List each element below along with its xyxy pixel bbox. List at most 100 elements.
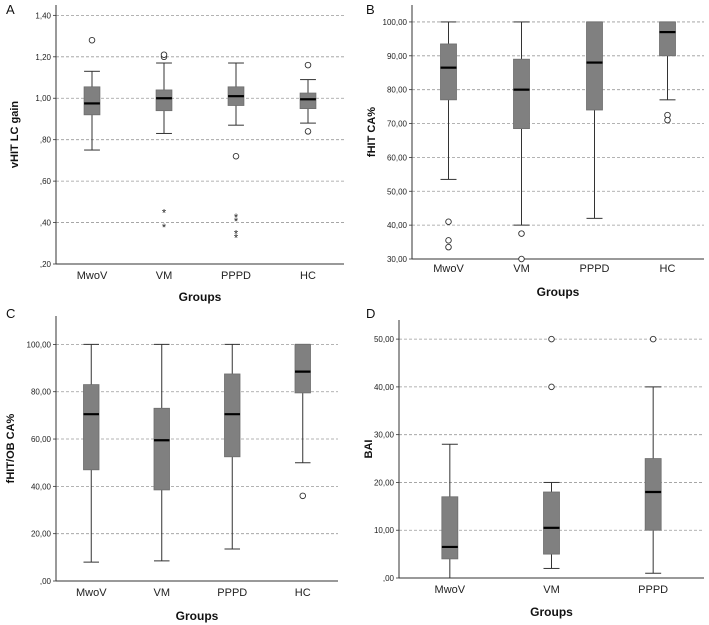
y-tick-label: 90,00 bbox=[387, 52, 408, 61]
category-label: VM bbox=[543, 584, 560, 596]
panel-label: B bbox=[366, 2, 375, 17]
outlier-point bbox=[88, 36, 96, 44]
y-tick-label: 40,00 bbox=[374, 383, 395, 392]
box-pppd bbox=[224, 343, 241, 550]
box-mwov bbox=[440, 21, 457, 251]
outlier-point bbox=[160, 51, 168, 58]
category-label: PPPD bbox=[638, 584, 668, 596]
iqr-box bbox=[153, 407, 170, 491]
outlier-point bbox=[445, 218, 452, 225]
box-vm bbox=[543, 335, 560, 569]
box-mwov bbox=[83, 343, 100, 563]
category-label: MwoV bbox=[433, 263, 464, 275]
y-tick-label: ,00 bbox=[383, 574, 395, 583]
iqr-box bbox=[294, 343, 311, 394]
y-tick-label: 1,40 bbox=[35, 11, 51, 20]
panel-d: D ,00 10,00 20,00 30,00 40,00 50,00 BAI Groups Mw… bbox=[363, 306, 704, 619]
y-tick-label: ,80 bbox=[40, 136, 52, 145]
outlier-point bbox=[518, 255, 525, 263]
iqr-box bbox=[83, 86, 101, 116]
iqr-box bbox=[543, 491, 560, 555]
x-axis-label: Groups bbox=[176, 609, 219, 623]
y-tick-label: 50,00 bbox=[374, 335, 395, 344]
box-vm bbox=[153, 343, 170, 562]
extreme-point: * bbox=[234, 216, 239, 228]
outlier-point bbox=[649, 335, 657, 343]
outlier-point bbox=[518, 230, 525, 237]
y-tick-label: 80,00 bbox=[387, 86, 408, 95]
panel-a: A ,20 ,40 ,60 ,80 1,00 1,20 1,40 vHIT LC gain Gro… bbox=[6, 2, 344, 304]
category-label: HC bbox=[300, 270, 316, 282]
box-mwov bbox=[441, 443, 459, 579]
outlier-point bbox=[304, 61, 312, 69]
extreme-point: * bbox=[234, 212, 239, 224]
box-mwov bbox=[83, 36, 101, 151]
y-axis-label: vHIT LC gain bbox=[9, 101, 21, 169]
outlier-point bbox=[548, 335, 555, 343]
category-label: PPPD bbox=[217, 587, 247, 599]
y-axis-label: fHIT CA% bbox=[366, 107, 378, 157]
y-tick-label: ,20 bbox=[40, 260, 52, 269]
iqr-box bbox=[441, 496, 459, 560]
box-hc bbox=[294, 343, 311, 500]
panel-label: A bbox=[6, 2, 15, 17]
category-label: VM bbox=[156, 270, 173, 282]
box-vm: ** bbox=[155, 51, 173, 234]
outlier-point bbox=[299, 492, 307, 500]
outlier-point bbox=[664, 116, 671, 124]
iqr-box bbox=[83, 384, 100, 471]
y-tick-label: 20,00 bbox=[374, 478, 395, 487]
y-tick-label: 70,00 bbox=[387, 120, 408, 129]
category-label: MwoV bbox=[435, 584, 466, 596]
x-axis-label: Groups bbox=[537, 285, 580, 299]
box-pppd: **** bbox=[227, 62, 245, 245]
y-tick-label: ,60 bbox=[40, 177, 52, 186]
box-pppd bbox=[586, 21, 603, 219]
outlier-point bbox=[548, 383, 555, 391]
category-label: VM bbox=[154, 587, 171, 599]
x-axis-label: Groups bbox=[179, 290, 222, 304]
y-tick-label: 40,00 bbox=[387, 221, 408, 230]
iqr-box bbox=[644, 458, 662, 531]
iqr-box bbox=[224, 373, 241, 458]
box-pppd bbox=[644, 335, 662, 574]
category-label: HC bbox=[660, 263, 676, 275]
y-axis-label: fHIT/OB CA% bbox=[5, 413, 17, 483]
category-label: PPPD bbox=[580, 263, 610, 275]
extreme-point: * bbox=[162, 222, 167, 234]
outlier-point bbox=[445, 237, 452, 244]
y-tick-label: 30,00 bbox=[387, 255, 408, 264]
box-hc bbox=[659, 21, 676, 124]
y-tick-label: 1,00 bbox=[35, 94, 51, 103]
box-vm bbox=[513, 21, 530, 263]
iqr-box bbox=[586, 21, 603, 111]
extreme-point: * bbox=[162, 208, 167, 220]
iqr-box bbox=[659, 21, 676, 57]
panel-label: C bbox=[6, 306, 15, 321]
iqr-box bbox=[440, 43, 457, 101]
y-tick-label: 40,00 bbox=[31, 482, 52, 491]
extreme-point: * bbox=[234, 233, 239, 245]
y-tick-label: 10,00 bbox=[374, 526, 395, 535]
iqr-box bbox=[299, 92, 317, 109]
category-label: HC bbox=[295, 587, 311, 599]
extreme-point: * bbox=[234, 228, 239, 240]
y-tick-label: 100,00 bbox=[27, 340, 52, 349]
panel-c: C ,00 20,00 40,00 60,00 80,00 100,00 fHIT/OB CA… bbox=[5, 306, 338, 623]
box-hc bbox=[299, 61, 317, 135]
y-tick-label: ,00 bbox=[40, 577, 52, 586]
outlier-point bbox=[445, 243, 452, 251]
panel-label: D bbox=[366, 306, 375, 321]
iqr-box bbox=[513, 58, 530, 130]
y-tick-label: 80,00 bbox=[31, 388, 52, 397]
outlier-point bbox=[232, 153, 240, 160]
y-axis-label: BAI bbox=[363, 440, 375, 459]
panel-b: B 30,00 40,00 50,00 60,00 70,00 80,00 90,00 100,… bbox=[366, 2, 704, 299]
y-tick-label: 60,00 bbox=[31, 435, 52, 444]
outlier-point bbox=[304, 128, 312, 135]
y-tick-label: 60,00 bbox=[387, 153, 408, 162]
y-tick-label: 30,00 bbox=[374, 431, 395, 440]
category-label: VM bbox=[513, 263, 530, 275]
category-label: PPPD bbox=[221, 270, 251, 282]
